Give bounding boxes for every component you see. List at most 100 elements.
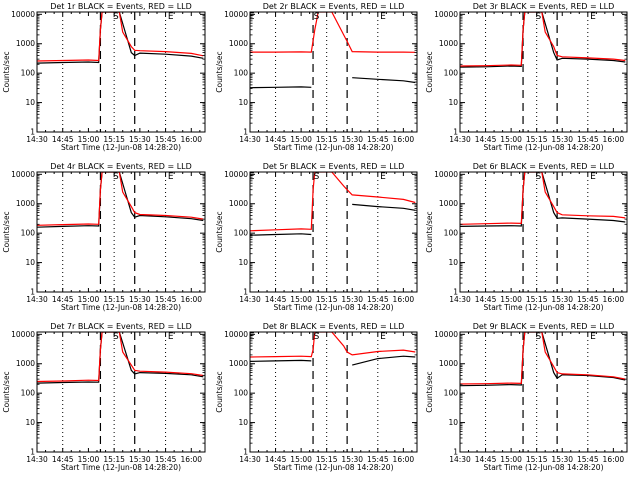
y-tick-label: 100 — [234, 69, 249, 78]
y-tick-label: 1 — [453, 128, 458, 137]
x-axis-label: Start Time (12-Jun-08 14:28:20) — [484, 463, 604, 472]
y-tick-label: 10000 — [434, 330, 458, 339]
x-tick-label: 14:45 — [265, 295, 287, 304]
x-axis-label: Start Time (12-Jun-08 14:28:20) — [274, 463, 394, 472]
plot-frame — [249, 171, 418, 293]
lld-series-line — [37, 12, 204, 62]
x-tick-label: 15:30 — [129, 295, 151, 304]
x-tick-label: 15:15 — [316, 295, 338, 304]
x-tick-label: 14:45 — [475, 455, 497, 464]
x-tick-label: 15:15 — [526, 295, 548, 304]
y-axis-label: Counts/sec — [2, 211, 11, 252]
chart-panel: 14:30 14:45 15:00 15:15 15:30 15:45 16:0011010… — [2, 322, 206, 472]
plot-frame — [36, 171, 206, 293]
chart-panel: 14:30 14:45 15:00 15:15 15:30 15:45 16:0011010… — [425, 322, 628, 472]
event-marker-label: E — [168, 12, 174, 22]
x-tick-label: 15:30 — [129, 455, 151, 464]
x-tick-label: 14:30 — [449, 295, 471, 304]
event-marker-label: S — [536, 172, 542, 182]
y-tick-label: 100 — [444, 389, 459, 398]
x-tick-label: 16:00 — [393, 135, 415, 144]
chart-panel: 14:30 14:45 15:00 15:15 15:30 15:45 16:0011010… — [425, 162, 628, 312]
x-tick-label: 16:00 — [603, 455, 625, 464]
y-axis-label: Counts/sec — [425, 51, 434, 92]
x-axis-label: Start Time (12-Jun-08 14:28:20) — [61, 463, 181, 472]
x-tick-label: 15:00 — [500, 135, 522, 144]
lld-series-line — [250, 172, 416, 232]
event-marker-label: S — [113, 172, 119, 182]
x-tick-label: 16:00 — [603, 295, 625, 304]
event-marker-label: E — [590, 332, 596, 342]
x-tick-label: 15:00 — [290, 455, 312, 464]
x-tick-label: 15:00 — [78, 455, 100, 464]
event-marker-label: E — [590, 12, 596, 22]
event-marker-label: E — [249, 332, 255, 342]
y-tick-label: 1000 — [229, 39, 248, 48]
x-tick-label: 15:30 — [341, 295, 363, 304]
chart-title: Det 7r BLACK = Events, RED = LLD — [50, 322, 192, 331]
x-tick-label: 15:45 — [577, 455, 599, 464]
chart-title: Det 4r BLACK = Events, RED = LLD — [50, 162, 192, 171]
chart-title: Det 9r BLACK = Events, RED = LLD — [473, 322, 615, 331]
x-tick-label: 15:00 — [290, 295, 312, 304]
x-tick-label: 14:45 — [475, 295, 497, 304]
chart-title: Det 8r BLACK = Events, RED = LLD — [263, 322, 405, 331]
x-tick-label: 16:00 — [180, 135, 202, 144]
x-tick-label: 14:45 — [52, 295, 74, 304]
event-marker-label: S — [314, 332, 320, 342]
y-tick-label: 1000 — [439, 199, 458, 208]
y-tick-label: 1 — [30, 448, 35, 457]
x-tick-label: 15:45 — [367, 135, 389, 144]
x-tick-label: 14:45 — [52, 455, 74, 464]
y-tick-label: 1000 — [229, 359, 248, 368]
y-tick-label: 10000 — [224, 170, 248, 179]
events-series-line — [460, 332, 626, 387]
events-series-line — [250, 77, 416, 89]
y-tick-label: 10 — [25, 418, 35, 427]
y-tick-label: 10 — [25, 258, 35, 267]
events-series-line — [460, 172, 626, 227]
x-tick-label: 15:00 — [500, 295, 522, 304]
event-marker-label: S — [536, 332, 542, 342]
event-marker-label: E — [380, 12, 386, 22]
y-tick-label: 1 — [453, 448, 458, 457]
lld-series-line — [460, 332, 626, 385]
y-tick-label: 10000 — [434, 170, 458, 179]
chart-panel: 14:30 14:45 15:00 15:15 15:30 15:45 16:0011010… — [215, 2, 418, 152]
y-tick-label: 10000 — [434, 10, 458, 19]
event-marker-label: E — [168, 332, 174, 342]
x-tick-label: 14:30 — [26, 455, 48, 464]
x-tick-label: 14:30 — [239, 135, 261, 144]
y-tick-label: 1000 — [229, 199, 248, 208]
x-tick-label: 16:00 — [180, 295, 202, 304]
events-series-line — [37, 12, 204, 64]
chart-title: Det 3r BLACK = Events, RED = LLD — [473, 2, 615, 11]
event-marker-label: E — [168, 172, 174, 182]
x-tick-label: 14:30 — [449, 455, 471, 464]
x-tick-label: 14:30 — [239, 455, 261, 464]
x-tick-label: 15:30 — [129, 135, 151, 144]
event-marker-label: E — [249, 12, 255, 22]
y-tick-label: 10 — [448, 258, 458, 267]
y-tick-label: 100 — [234, 229, 249, 238]
chart-title: Det 1r BLACK = Events, RED = LLD — [50, 2, 192, 11]
x-tick-label: 15:45 — [155, 455, 177, 464]
x-tick-label: 14:30 — [26, 295, 48, 304]
y-tick-label: 1000 — [16, 39, 35, 48]
event-marker-label: S — [113, 332, 119, 342]
y-tick-label: 10000 — [11, 170, 35, 179]
lld-series-line — [37, 332, 204, 383]
y-tick-label: 10000 — [11, 10, 35, 19]
x-tick-label: 14:30 — [26, 135, 48, 144]
event-marker-label: S — [314, 12, 320, 22]
chart-title: Det 2r BLACK = Events, RED = LLD — [263, 2, 405, 11]
x-axis-label: Start Time (12-Jun-08 14:28:20) — [484, 303, 604, 312]
event-marker-label: S — [536, 12, 542, 22]
x-tick-label: 15:30 — [551, 295, 573, 304]
y-tick-label: 1000 — [16, 359, 35, 368]
lld-series-line — [250, 332, 416, 358]
x-tick-label: 16:00 — [393, 295, 415, 304]
y-tick-label: 100 — [444, 229, 459, 238]
plot-frame — [249, 11, 418, 133]
